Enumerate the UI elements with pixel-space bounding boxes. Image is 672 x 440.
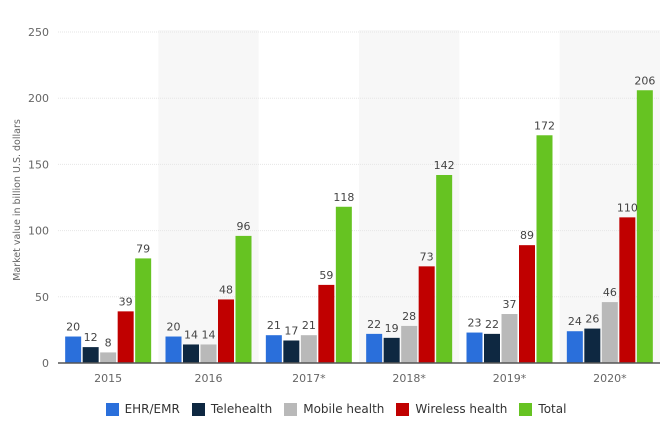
data-label: 14 <box>184 328 198 341</box>
bar-wireless-health-2020 <box>619 217 636 363</box>
legend-label: Wireless health <box>415 402 508 416</box>
legend-swatch <box>105 402 119 416</box>
legend: EHR/EMR Telehealth Mobile health Wireless h… <box>0 402 672 416</box>
x-tick-label: 2018* <box>392 372 426 385</box>
data-label: 20 <box>167 321 181 334</box>
legend-item[interactable]: Mobile health <box>284 402 384 416</box>
data-label: 28 <box>402 310 416 323</box>
data-label: 89 <box>520 229 534 242</box>
legend-item[interactable]: Wireless health <box>396 402 507 416</box>
data-label: 22 <box>485 318 499 331</box>
x-tick-label: 2016 <box>195 372 223 385</box>
bar-wireless-health-2018 <box>418 266 435 363</box>
legend-label: Mobile health <box>303 402 385 416</box>
data-label: 24 <box>568 315 582 328</box>
x-tick-label: 2015 <box>94 372 122 385</box>
data-label: 142 <box>434 159 455 172</box>
bar-total-2015 <box>135 258 152 363</box>
bar-mobile-health-2018 <box>401 325 418 363</box>
y-tick-label: 100 <box>28 225 49 238</box>
bar-mobile-health-2016 <box>200 344 217 363</box>
y-tick-label: 150 <box>28 158 49 171</box>
bar-mobile-health-2020 <box>601 302 618 363</box>
bar-mobile-health-2017 <box>300 335 317 363</box>
bar-ehr-emr-2016 <box>165 336 182 363</box>
data-label: 8 <box>105 336 112 349</box>
data-label: 19 <box>385 322 399 335</box>
data-label: 26 <box>585 313 599 326</box>
bar-total-2016 <box>235 235 252 363</box>
bar-mobile-health-2015 <box>100 352 117 363</box>
bar-wireless-health-2019 <box>519 245 535 363</box>
legend-swatch <box>396 402 410 416</box>
legend-item[interactable]: Total <box>519 402 566 416</box>
data-label: 73 <box>420 250 434 263</box>
y-tick-label: 250 <box>28 26 49 39</box>
bar-total-2018 <box>436 174 453 363</box>
data-label: 12 <box>84 331 98 344</box>
data-label: 23 <box>468 317 482 330</box>
data-label: 37 <box>503 298 517 311</box>
data-label: 46 <box>603 286 617 299</box>
legend-swatch <box>191 402 205 416</box>
legend-item[interactable]: EHR/EMR <box>105 402 180 416</box>
data-label: 172 <box>534 119 555 132</box>
legend-label: EHR/EMR <box>124 402 180 416</box>
bar-telehealth-2019 <box>484 333 500 363</box>
bar-ehr-emr-2017 <box>265 335 282 363</box>
bar-telehealth-2017 <box>283 340 300 363</box>
data-label: 39 <box>119 295 133 308</box>
data-label: 17 <box>284 324 298 337</box>
data-label: 96 <box>237 220 251 233</box>
bar-wireless-health-2017 <box>318 284 335 363</box>
bar-total-2017 <box>335 206 352 363</box>
y-axis-label: Market value in billion U.S. dollars <box>12 119 23 281</box>
data-label: 21 <box>302 319 316 332</box>
bar-total-2019 <box>536 135 553 363</box>
y-tick-label: 200 <box>28 92 49 105</box>
bar-wireless-health-2015 <box>117 311 134 363</box>
data-label: 79 <box>136 242 150 255</box>
bar-total-2020 <box>636 90 653 364</box>
data-label: 14 <box>202 328 216 341</box>
bar-ehr-emr-2019 <box>466 332 483 363</box>
x-tick-label: 2020* <box>593 372 627 385</box>
y-tick-label: 50 <box>35 291 49 304</box>
bar-wireless-health-2016 <box>218 299 234 363</box>
bar-telehealth-2018 <box>383 337 400 363</box>
bar-telehealth-2015 <box>82 347 99 363</box>
x-tick-label: 2017* <box>292 372 326 385</box>
data-label: 118 <box>333 191 354 204</box>
legend-label: Telehealth <box>210 402 273 416</box>
legend-item[interactable]: Telehealth <box>191 402 273 416</box>
y-tick-label: 0 <box>42 357 49 370</box>
data-label: 21 <box>267 319 281 332</box>
data-label: 206 <box>634 74 655 87</box>
bar-ehr-emr-2020 <box>566 331 583 363</box>
bar-mobile-health-2019 <box>501 314 518 363</box>
data-label: 20 <box>66 321 80 334</box>
bar-ehr-emr-2015 <box>65 336 82 363</box>
bar-telehealth-2016 <box>183 344 199 363</box>
bar-telehealth-2020 <box>584 328 601 363</box>
data-label: 48 <box>219 283 233 296</box>
data-label: 110 <box>617 201 638 214</box>
bar-ehr-emr-2018 <box>366 333 383 363</box>
data-label: 59 <box>319 269 333 282</box>
legend-label: Total <box>538 402 567 416</box>
legend-swatch <box>284 402 298 416</box>
x-tick-label: 2019* <box>493 372 527 385</box>
legend-swatch <box>519 402 533 416</box>
data-label: 22 <box>367 318 381 331</box>
